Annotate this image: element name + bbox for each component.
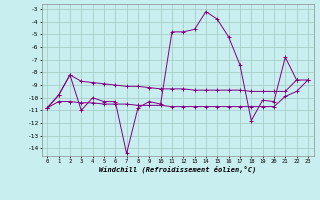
X-axis label: Windchill (Refroidissement éolien,°C): Windchill (Refroidissement éolien,°C) <box>99 166 256 173</box>
